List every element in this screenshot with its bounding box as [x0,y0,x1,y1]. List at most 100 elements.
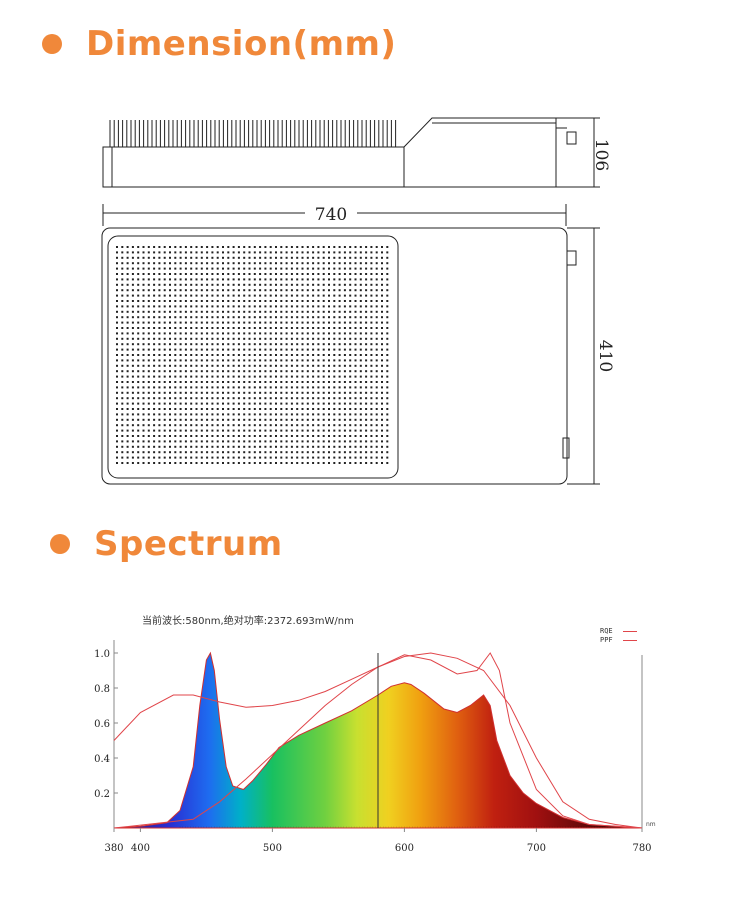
led-dot [147,262,150,265]
led-dot [354,429,357,432]
led-dot [179,375,182,378]
led-dot [343,381,346,383]
led-dot [248,343,251,346]
led-dot [280,337,283,340]
led-dot [285,262,288,265]
led-dot [306,375,309,378]
led-dot [343,451,346,454]
led-dot [253,364,256,367]
led-dot [259,435,262,437]
led-dot [190,327,193,329]
led-dot [343,391,346,394]
led-dot [354,310,357,313]
led-dot [190,251,193,254]
led-dot [153,343,156,346]
led-dot [243,321,246,324]
led-dot [253,386,256,389]
led-dot [211,375,214,378]
led-dot [169,370,171,373]
led-dot [264,348,267,351]
led-dot [343,343,346,346]
led-dot [306,429,309,432]
led-dot [126,267,129,270]
led-dot [365,391,368,394]
led-dot [296,310,299,313]
led-dot [116,413,118,416]
led-dot [174,256,177,259]
led-dot [275,348,277,351]
led-dot [200,267,203,270]
led-dot [264,321,267,324]
led-dot [137,251,140,254]
led-dot [375,321,378,324]
led-dot [200,273,203,275]
led-dot [211,402,214,405]
led-dot [179,294,182,297]
led-dot [328,429,330,432]
led-dot [269,256,272,259]
led-dot [248,321,251,324]
led-dot [243,364,246,367]
led-dot [232,321,235,324]
led-dot [343,413,346,416]
led-dot [317,246,320,248]
led-dot [275,370,277,373]
led-dot [359,456,362,459]
led-dot [248,337,251,340]
led-dot [137,375,140,378]
led-dot [153,375,156,378]
led-dot [163,408,166,410]
led-dot [211,462,214,464]
led-dot [131,246,134,248]
led-dot [317,445,320,448]
led-dot [243,316,246,319]
led-dot [275,359,277,362]
led-dot [227,283,230,286]
led-dot [190,429,193,432]
led-dot [153,359,156,362]
led-dot [338,262,341,265]
led-dot [386,327,389,329]
led-dot [317,294,320,297]
led-dot [354,294,357,297]
led-dot [137,359,140,362]
led-dot [296,332,299,335]
led-dot [381,283,383,286]
led-dot [237,451,240,454]
led-dot [243,418,246,421]
led-dot [386,435,389,437]
led-dot [269,246,272,248]
led-dot [169,327,171,329]
led-dot [264,375,267,378]
led-dot [232,456,235,459]
led-dot [237,278,240,281]
led-dot [338,251,341,254]
led-dot [359,429,362,432]
led-dot [121,294,124,297]
led-dot [365,451,368,454]
led-dot [237,289,240,292]
led-dot [158,283,161,286]
led-dot [269,348,272,351]
led-dot [158,251,161,254]
led-dot [317,429,320,432]
led-dot [317,251,320,254]
led-dot [147,418,150,421]
led-dot [312,300,315,302]
led-dot [195,435,198,437]
led-dot [174,364,177,367]
led-dot [375,424,378,427]
led-dot [248,246,251,248]
led-dot [243,413,246,416]
led-dot [312,402,315,405]
led-dot [222,294,224,297]
led-dot [222,332,224,335]
led-dot [163,370,166,373]
led-dot [137,397,140,400]
led-dot [147,294,150,297]
led-dot [301,354,304,356]
led-dot [116,246,118,248]
led-dot [306,267,309,270]
led-dot [195,321,198,324]
led-dot [169,440,171,443]
